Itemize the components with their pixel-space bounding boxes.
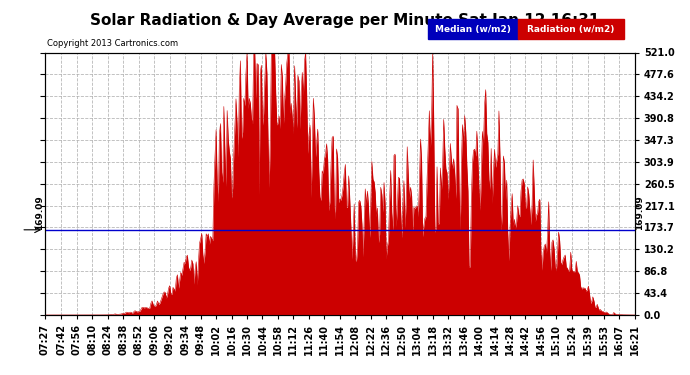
Text: Median (w/m2): Median (w/m2) xyxy=(435,25,511,34)
Text: Copyright 2013 Cartronics.com: Copyright 2013 Cartronics.com xyxy=(47,39,178,48)
Text: Solar Radiation & Day Average per Minute Sat Jan 12 16:31: Solar Radiation & Day Average per Minute… xyxy=(90,13,600,28)
Text: Radiation (w/m2): Radiation (w/m2) xyxy=(527,25,615,34)
Text: 169.09: 169.09 xyxy=(35,195,44,230)
Text: 169.09: 169.09 xyxy=(635,195,644,230)
